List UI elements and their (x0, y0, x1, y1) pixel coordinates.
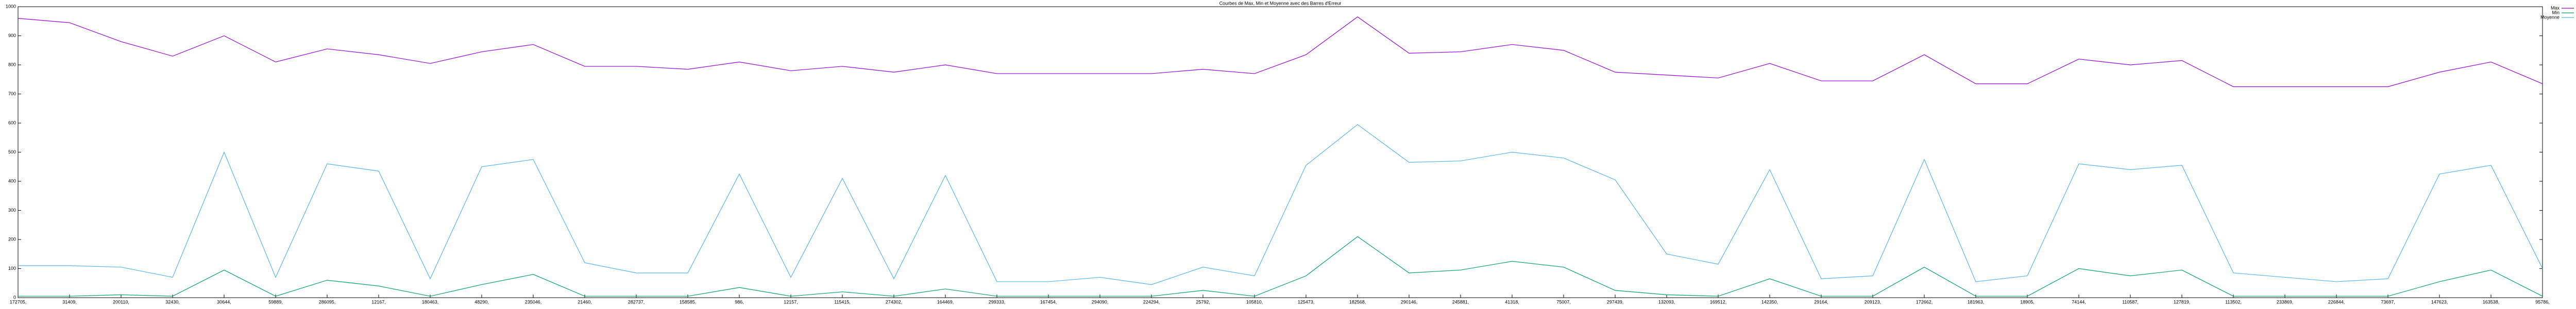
x-tick-label: 172662, (1916, 299, 1933, 304)
x-tick-label: 31409, (62, 299, 77, 304)
x-tick-label: 286095, (319, 299, 336, 304)
x-tick-label: 41318, (1505, 299, 1519, 304)
legend-label: Max (2551, 5, 2560, 10)
x-tick-label: 224294, (1143, 299, 1160, 304)
y-tick-label: 600 (8, 120, 16, 125)
x-tick-label: 235046, (525, 299, 542, 304)
x-tick-label: 282737, (628, 299, 645, 304)
legend-label: Min (2552, 10, 2560, 15)
x-tick-label: 21460, (578, 299, 592, 304)
series-line (18, 16, 2543, 87)
plot-frame (18, 6, 2543, 298)
x-tick-label: 164469, (937, 299, 954, 304)
x-tick-label: 172705, (10, 299, 27, 304)
x-tick-label: 209123, (1865, 299, 1882, 304)
x-tick-label: 274302, (886, 299, 903, 304)
x-tick-label: 30644, (217, 299, 231, 304)
y-tick-label: 300 (8, 208, 16, 213)
x-tick-label: 233869, (2277, 299, 2294, 304)
x-tick-label: 12157, (784, 299, 798, 304)
x-tick-label: 299333, (989, 299, 1006, 304)
x-tick-label: 73697, (2381, 299, 2395, 304)
y-tick-label: 700 (8, 91, 16, 96)
x-tick-label: 182568, (1349, 299, 1366, 304)
x-tick-label: 294090, (1092, 299, 1109, 304)
x-tick-label: 105810, (1246, 299, 1263, 304)
x-tick-label: 32430, (165, 299, 180, 304)
x-tick-label: 226844, (2328, 299, 2345, 304)
x-tick-label: 163538, (2483, 299, 2500, 304)
x-tick-label: 147623, (2431, 299, 2448, 304)
x-tick-label: 158585, (680, 299, 697, 304)
x-tick-label: 986, (735, 299, 744, 304)
series-line (18, 236, 2543, 297)
x-tick-label: 12167, (371, 299, 386, 304)
x-tick-label: 110587, (2122, 299, 2139, 304)
x-tick-label: 127819, (2174, 299, 2191, 304)
y-tick-label: 100 (8, 266, 16, 271)
x-tick-label: 290146, (1401, 299, 1418, 304)
chart-title: Courbes de Max, Min et Moyenne avec des … (1219, 1, 1342, 6)
x-tick-label: 169512, (1710, 299, 1727, 304)
y-tick-label: 1000 (6, 4, 16, 9)
y-tick-label: 800 (8, 62, 16, 67)
x-tick-label: 59889, (268, 299, 283, 304)
y-tick-label: 900 (8, 33, 16, 38)
x-tick-label: 18905, (2020, 299, 2035, 304)
y-tick-label: 200 (8, 236, 16, 242)
x-tick-label: 200110, (113, 299, 129, 304)
y-tick-label: 0 (13, 295, 16, 300)
series-line (18, 124, 2543, 285)
x-tick-label: 74144, (2072, 299, 2086, 304)
x-tick-label: 132093, (1658, 299, 1675, 304)
x-tick-label: 297439, (1607, 299, 1624, 304)
x-tick-label: 25792, (1196, 299, 1210, 304)
x-tick-label: 29164, (1814, 299, 1828, 304)
x-tick-label: 142350, (1761, 299, 1778, 304)
x-tick-label: 95786, (2535, 299, 2550, 304)
x-tick-label: 180463, (422, 299, 439, 304)
y-tick-label: 400 (8, 178, 16, 183)
y-tick-label: 500 (8, 149, 16, 154)
x-tick-label: 167454, (1040, 299, 1057, 304)
legend-label: Moyenne (2540, 14, 2560, 20)
x-tick-label: 115415, (834, 299, 851, 304)
x-tick-label: 125473, (1298, 299, 1315, 304)
x-tick-label: 48290, (474, 299, 489, 304)
x-tick-label: 181963, (1968, 299, 1985, 304)
x-tick-label: 75007, (1556, 299, 1571, 304)
x-tick-label: 245881, (1452, 299, 1469, 304)
x-tick-label: 113502, (2225, 299, 2242, 304)
